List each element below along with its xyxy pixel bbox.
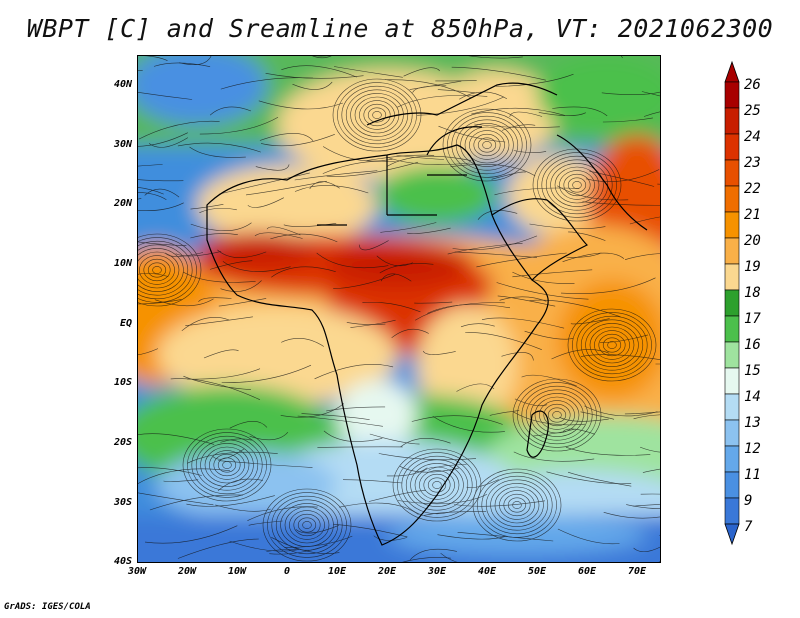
x-tick-20e: 20E <box>377 566 397 577</box>
y-tick-eq: EQ <box>119 318 132 329</box>
x-tick-30w: 30W <box>127 566 147 577</box>
colorbar-label-17: 17 <box>744 311 761 327</box>
x-tick-50e: 50E <box>527 566 547 577</box>
x-tick-20w: 20W <box>177 566 197 577</box>
x-tick-70e: 70E <box>627 566 647 577</box>
colorbar-cell <box>724 315 740 343</box>
colorbar-label-21: 21 <box>744 207 761 223</box>
colorbar-cell <box>724 341 740 369</box>
colorbar-cell <box>724 107 740 135</box>
colorbar-label-7: 7 <box>744 519 753 535</box>
colorbar-cell <box>724 367 740 395</box>
colorbar-cell <box>724 471 740 499</box>
colorbar-label-19: 19 <box>744 259 761 275</box>
colorbar-label-26: 26 <box>744 77 761 93</box>
y-tick-10s: 10S <box>113 377 132 388</box>
colorbar-cell <box>724 289 740 317</box>
y-tick-30n: 30N <box>113 139 132 150</box>
colorbar-top-arrow <box>724 60 740 83</box>
colorbar-cell <box>724 185 740 213</box>
colorbar-label-25: 25 <box>744 103 761 119</box>
colorbar-label-23: 23 <box>744 155 761 171</box>
y-tick-20s: 20S <box>113 437 132 448</box>
y-tick-20n: 20N <box>113 198 132 209</box>
y-tick-30s: 30S <box>113 497 132 508</box>
colorbar-label-22: 22 <box>744 181 761 197</box>
colorbar-label-16: 16 <box>744 337 761 353</box>
colorbar-cell <box>724 393 740 421</box>
colorbar <box>724 60 740 546</box>
colorbar-cell <box>724 445 740 473</box>
coastlines <box>206 82 648 546</box>
colorbar-cell <box>724 419 740 447</box>
y-tick-40s: 40S <box>113 556 132 567</box>
y-tick-10n: 10N <box>113 258 132 269</box>
x-tick-40e: 40E <box>477 566 497 577</box>
colorbar-cell <box>724 133 740 161</box>
colorbar-label-15: 15 <box>744 363 761 379</box>
colorbar-label-24: 24 <box>744 129 761 145</box>
credit-text: GrADS: IGES/COLA <box>4 602 91 612</box>
x-tick-0: 0 <box>283 566 291 577</box>
x-tick-30e: 30E <box>427 566 447 577</box>
colorbar-cell <box>724 263 740 291</box>
colorbar-cell <box>724 211 740 239</box>
colorbar-cell <box>724 237 740 265</box>
wbpt-streamline-map <box>137 55 661 563</box>
colorbar-cell <box>724 497 740 525</box>
plot-title: WBPT [C] and Sreamline at 850hPa, VT: 20… <box>26 14 774 43</box>
x-tick-60e: 60E <box>577 566 597 577</box>
wbpt-shading <box>137 55 661 563</box>
x-tick-10e: 10E <box>327 566 347 577</box>
colorbar-label-9: 9 <box>744 493 753 509</box>
colorbar-cell <box>724 159 740 187</box>
colorbar-cell <box>724 81 740 109</box>
colorbar-label-18: 18 <box>744 285 761 301</box>
colorbar-label-14: 14 <box>744 389 761 405</box>
y-tick-40n: 40N <box>113 79 132 90</box>
colorbar-label-11: 11 <box>744 467 761 483</box>
colorbar-label-13: 13 <box>744 415 761 431</box>
colorbar-label-12: 12 <box>744 441 761 457</box>
x-tick-10w: 10W <box>227 566 247 577</box>
streamlines <box>137 55 661 563</box>
colorbar-label-20: 20 <box>744 233 761 249</box>
colorbar-bottom-arrow <box>724 523 740 546</box>
